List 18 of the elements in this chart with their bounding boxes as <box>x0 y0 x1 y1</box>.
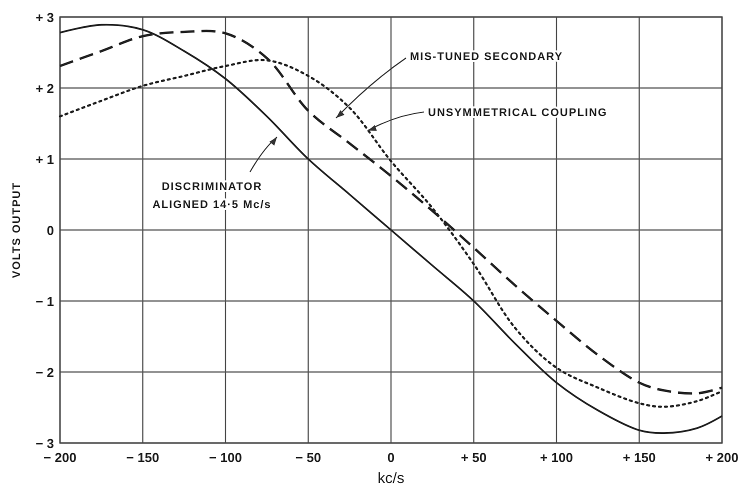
x-tick-label: − 50 <box>295 450 322 465</box>
x-tick-label: 0 <box>387 450 395 465</box>
y-tick-label: 0 <box>46 223 54 238</box>
x-tick-label: + 200 <box>706 450 738 465</box>
x-tick-label: + 150 <box>622 450 656 465</box>
x-tick-label: + 100 <box>540 450 573 465</box>
y-tick-label: − 3 <box>36 436 54 451</box>
x-tick-label: − 150 <box>126 450 160 465</box>
y-tick-label: + 1 <box>36 152 54 167</box>
y-tick-label: + 2 <box>36 81 54 96</box>
x-tick-label: + 50 <box>460 450 487 465</box>
y-tick-label: − 1 <box>36 294 54 309</box>
y-tick-label: − 2 <box>36 365 54 380</box>
y-tick-label: + 3 <box>36 10 54 25</box>
x-axis-title: kc/s <box>378 470 404 487</box>
x-tick-label: − 200 <box>44 450 76 465</box>
y-axis-title: VOLTS OUTPUT <box>11 182 23 278</box>
x-tick-label: − 100 <box>209 450 242 465</box>
